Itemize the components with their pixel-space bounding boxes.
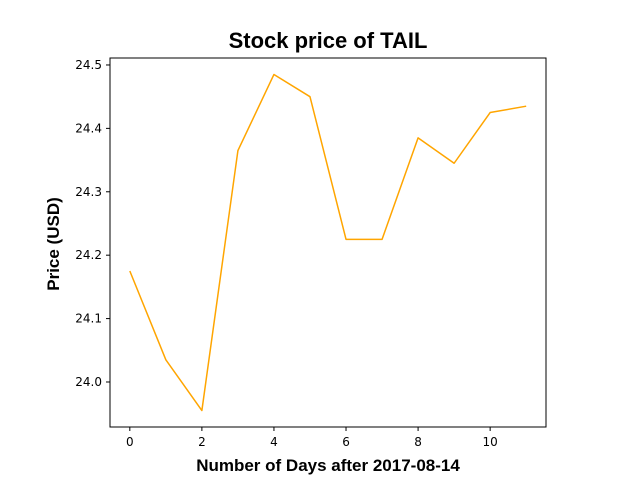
x-tick-label: 0: [126, 435, 134, 449]
y-tick-label: 24.1: [75, 312, 102, 326]
y-tick-label: 24.5: [75, 58, 102, 72]
x-tick-label: 2: [198, 435, 206, 449]
x-axis-label: Number of Days after 2017-08-14: [196, 456, 460, 475]
chart-title: Stock price of TAIL: [229, 28, 428, 53]
x-tick-label: 10: [483, 435, 498, 449]
y-tick-label: 24.0: [75, 375, 102, 389]
x-tick-label: 8: [414, 435, 422, 449]
series-line-0: [129, 73, 527, 412]
y-axis-label: Price (USD): [44, 197, 63, 291]
x-axis-ticks: 0 2 4 6 8 10: [126, 427, 498, 449]
y-tick-label: 24.2: [75, 248, 102, 262]
y-tick-label: 24.4: [75, 121, 102, 135]
x-tick-label: 4: [270, 435, 278, 449]
x-tick-label: 6: [342, 435, 350, 449]
y-tick-label: 24.3: [75, 185, 102, 199]
axes-frame: [109, 57, 547, 428]
y-axis-ticks: 24.0 24.1 24.2 24.3 24.4 24.5: [75, 58, 110, 389]
plot-area: [109, 57, 547, 428]
